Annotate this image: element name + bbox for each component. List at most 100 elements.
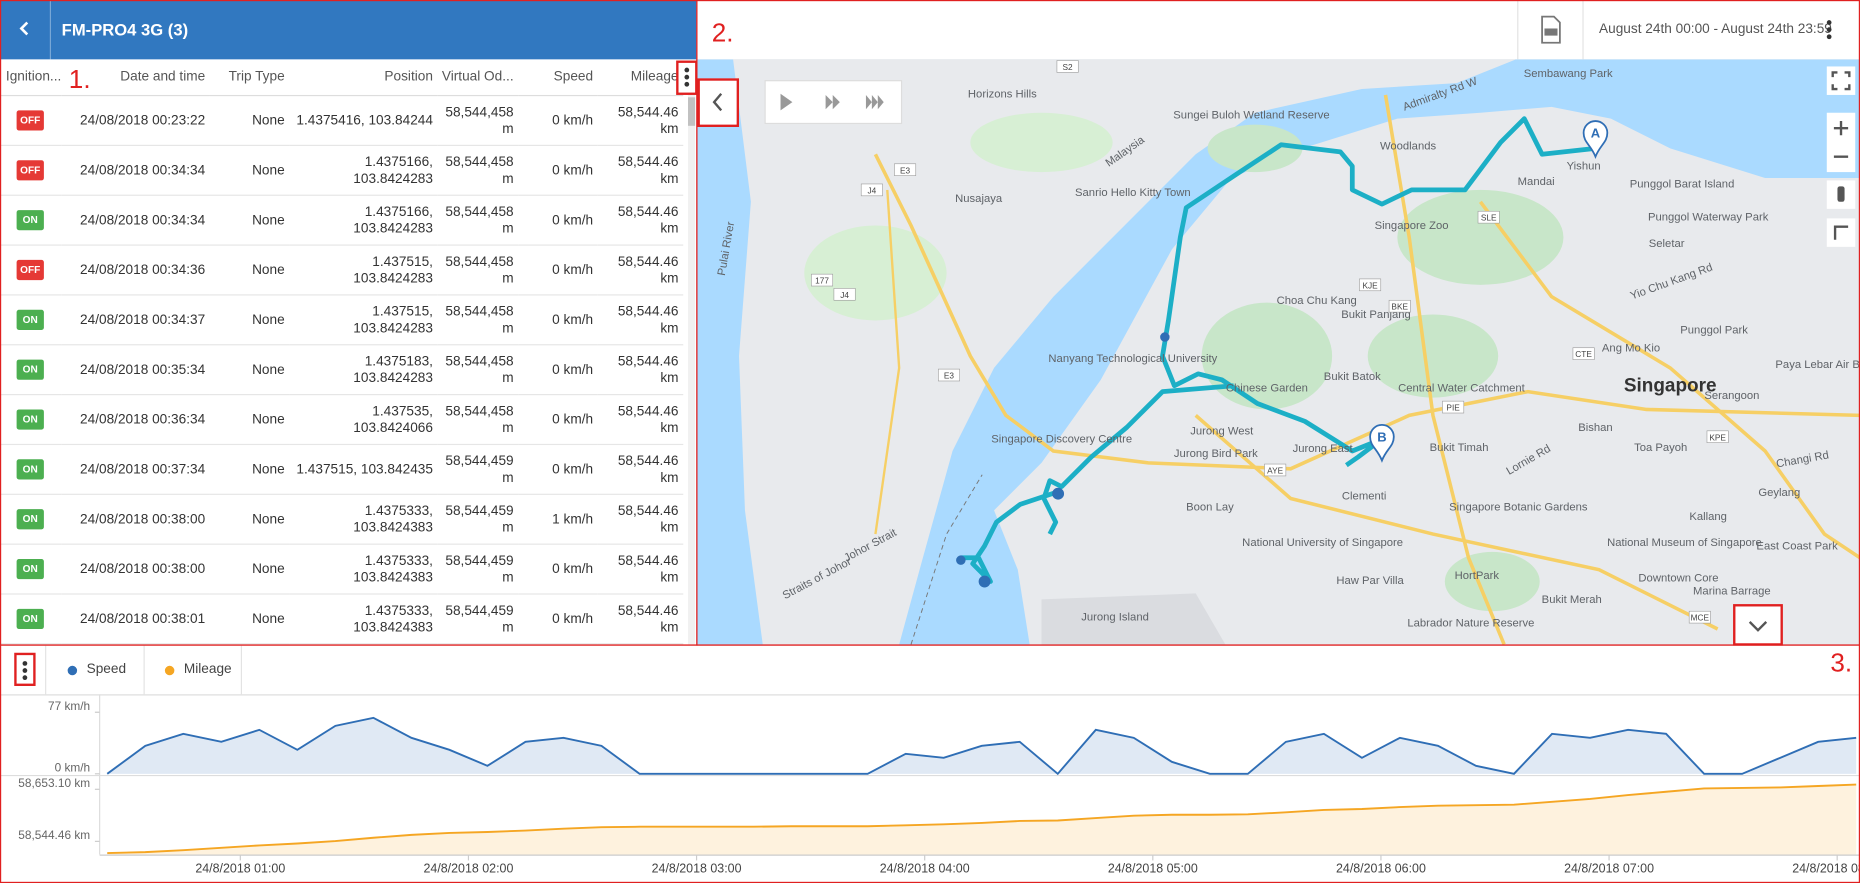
ignition-badge: OFF: [16, 110, 44, 131]
map-label: Haw Par Villa: [1336, 575, 1404, 587]
legend-item[interactable]: [144, 645, 242, 695]
cell: 58,544.46 km: [597, 394, 684, 446]
date-range[interactable]: August 24th 00:00 - August 24th 23:59: [1599, 22, 1832, 37]
column-header[interactable]: Date and time: [61, 59, 210, 97]
map-marker: [1582, 120, 1609, 160]
cell: 58,544.46 km: [597, 544, 684, 595]
x-tick-label: 24/8/2018 07:00: [1564, 861, 1654, 875]
column-header[interactable]: Mileage: [597, 59, 684, 97]
series-line: [106, 716, 1857, 776]
cell: OFF: [0, 145, 62, 196]
cell: 58,544.46 km: [597, 195, 684, 246]
cell: 24/08/2018 00:34:34: [61, 145, 210, 196]
map-label: Marina Barrage: [1693, 586, 1771, 598]
cell: 58,544,458 m: [437, 195, 519, 246]
map-label: Ang Mo Kio: [1602, 342, 1660, 354]
cell: 1.437515, 103.8424283: [289, 294, 438, 346]
map-menu[interactable]: [1822, 18, 1836, 44]
highlight-box: [676, 60, 698, 95]
cell: 0 km/h: [518, 544, 598, 595]
column-header[interactable]: Trip Type: [209, 59, 290, 97]
cell: 58,544,459 m: [437, 544, 519, 595]
cell: 58,544.46 km: [597, 245, 684, 296]
column-header[interactable]: Ignition...: [0, 59, 62, 97]
cell: 24/08/2018 00:38:00: [61, 494, 210, 545]
cell: 1.437515, 103.8424283: [289, 245, 438, 296]
map-label: Jurong West: [1190, 425, 1254, 437]
road-shield: [1359, 278, 1382, 292]
cell: 1.437535, 103.8424066: [289, 394, 438, 446]
highlight-box: [697, 78, 740, 127]
cell: 24/08/2018 00:34:37: [61, 294, 210, 346]
map-label: Paya Lebar Air Base: [1775, 359, 1860, 371]
highlight-box: [1733, 604, 1783, 646]
map-label: Mandai: [1518, 176, 1555, 188]
map-label: Nusajaya: [955, 193, 1003, 205]
map-label: Bukit Merah: [1542, 594, 1602, 606]
scrollbar[interactable]: [688, 94, 696, 645]
map-label: Jurong Island: [1081, 612, 1149, 624]
report-icon[interactable]: [1539, 15, 1563, 44]
cell: 24/08/2018 00:36:34: [61, 394, 210, 446]
map-label: Jurong Bird Park: [1174, 448, 1258, 460]
map-label: Choa Chu Kang: [1277, 295, 1357, 307]
ignition-badge: ON: [16, 359, 44, 380]
legend-label: Mileage: [183, 662, 232, 677]
table-menu[interactable]: [677, 61, 696, 94]
road-shield: [1572, 347, 1595, 360]
ignition-badge: ON: [16, 608, 44, 630]
cell: None: [209, 245, 290, 296]
road-shield: [860, 183, 883, 197]
cell: 0 km/h: [518, 145, 598, 196]
column-header[interactable]: Position: [289, 59, 438, 97]
table-row: ON 24/08/2018 00:34:34 None 1.4375166, 103.…: [0, 195, 684, 246]
cell: 24/08/2018 00:38:00: [61, 544, 210, 595]
ignition-badge: ON: [16, 309, 44, 330]
cell: 0 km/h: [518, 394, 598, 446]
map-label: Bukit Batok: [1324, 371, 1381, 383]
back-button[interactable]: [14, 18, 35, 39]
chart-menu[interactable]: [15, 655, 34, 686]
cell: None: [209, 95, 290, 146]
map-toolbar: August 24th 00:00 - August 24th 23:59: [697, 0, 1860, 61]
ignition-badge: ON: [16, 558, 44, 580]
road-shield: [1477, 210, 1500, 224]
map-label: HortPark: [1455, 570, 1500, 582]
table-row: ON 24/08/2018 00:38:00 None 1.4375333, 103.…: [0, 494, 684, 545]
x-tick-label: 24/8/2018 02:00: [423, 861, 513, 875]
cell: 58,544,458 m: [437, 394, 519, 446]
map-label: Sungei Buloh Wetland Reserve: [1173, 110, 1329, 122]
x-tick-label: 24/8/2018 01:00: [195, 861, 285, 875]
road-label: KPE: [1709, 432, 1726, 442]
map-label: Horizons Hills: [968, 88, 1037, 100]
road-label: E3: [900, 165, 911, 175]
y-tick-label: 0 km/h: [55, 760, 91, 774]
x-tick-label: 24/8/2018 08:00: [1792, 861, 1860, 875]
cell: None: [209, 294, 290, 346]
road-shield: [1706, 430, 1729, 443]
map-label: National University of Singapore: [1242, 537, 1403, 549]
cell: 58,544,458 m: [437, 145, 519, 196]
y-tick-label: 77 km/h: [48, 699, 90, 713]
cell: None: [209, 444, 290, 495]
collapse-panel-button[interactable]: [697, 78, 738, 126]
road-label: J4: [840, 290, 849, 300]
cell: 58,544.46 km: [597, 494, 684, 545]
cell: 1.4375333, 103.8424383: [289, 544, 438, 595]
road-shield: [894, 163, 917, 176]
map-label: Boon Lay: [1186, 501, 1234, 513]
cell: 58,544,459 m: [437, 444, 519, 495]
cell: 58,544.46 km: [597, 444, 684, 495]
column-header[interactable]: Speed: [518, 59, 598, 97]
table-row: ON 24/08/2018 00:37:34 None 1.437515, 103.8…: [0, 444, 684, 495]
map-label: Sembawang Park: [1524, 68, 1613, 80]
map-label: Seletar: [1649, 238, 1685, 250]
map-label: Singapore Discovery Centre: [991, 434, 1132, 446]
highlight-box: [14, 652, 36, 686]
map-label: Singapore Zoo: [1375, 220, 1449, 232]
marker-label: B: [1377, 429, 1386, 444]
legend-item[interactable]: [46, 645, 145, 695]
cell: None: [209, 494, 290, 545]
column-header[interactable]: Virtual Od...: [437, 59, 519, 97]
